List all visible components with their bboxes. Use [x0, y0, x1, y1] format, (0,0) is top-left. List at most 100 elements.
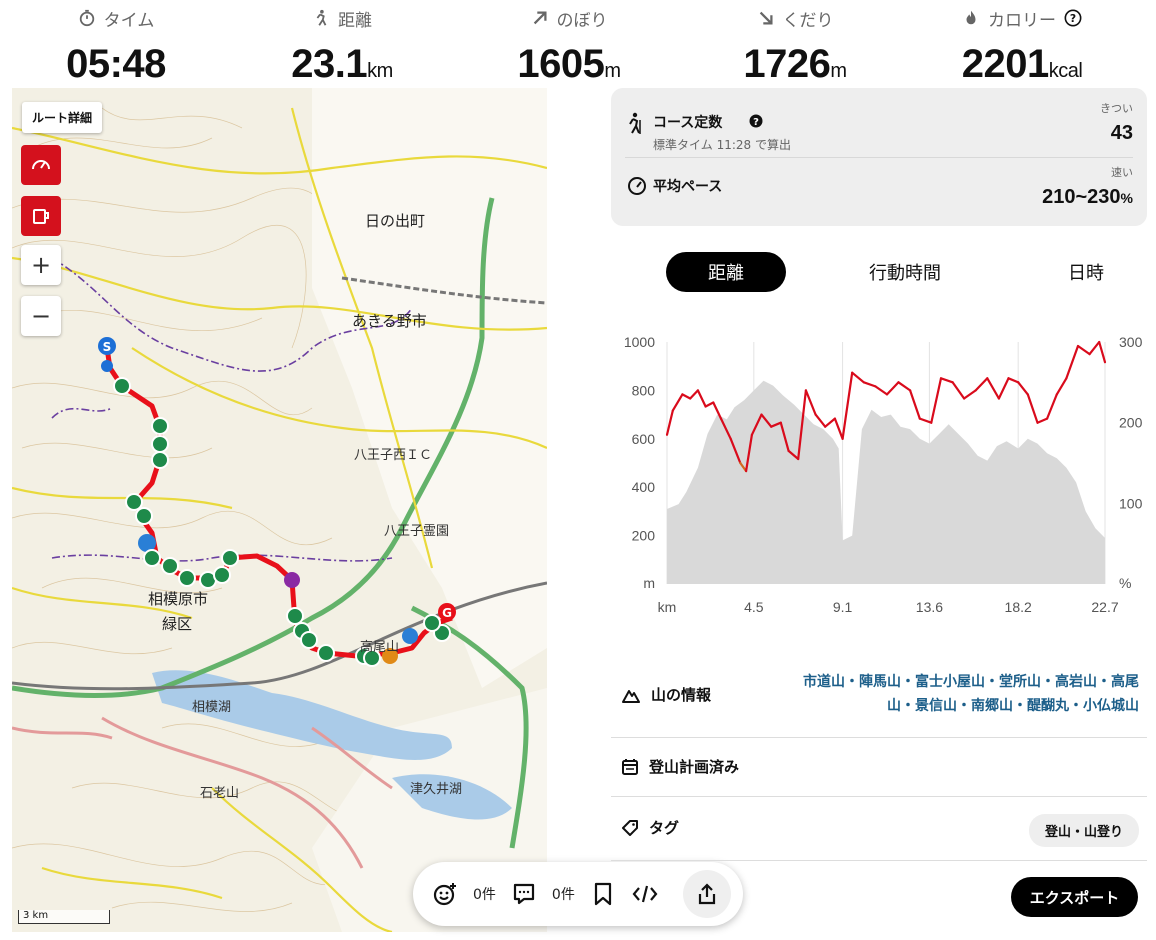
help-icon[interactable]: ? [1064, 9, 1082, 27]
y-left-tick-label: 600 [632, 431, 656, 447]
pace-toggle-button[interactable] [21, 145, 61, 185]
mountain-info-row: 山の情報 市道山・陣馬山・富士小屋山・堂所山・高岩山・高尾 山・景信山・南郷山・… [611, 660, 1147, 738]
help-icon[interactable]: ? [749, 114, 763, 128]
like-count: 0件 [473, 887, 496, 903]
pace-line-segment [779, 421, 790, 453]
stat-calories-value: 2201 [961, 42, 1049, 86]
pace-line-segment [750, 413, 763, 436]
course-constant-title: コース定数 [653, 115, 723, 131]
pace-line-segment [1098, 340, 1107, 364]
tag-row: タグ 登山・山登り [611, 797, 1147, 861]
peak-links-line2[interactable]: 山・景信山・南郷山・醍醐丸・小仏城山 [887, 698, 1139, 714]
average-pace-row: 平均ペース 速い 210~230% [625, 162, 1133, 222]
stat-distance-value: 23.1 [291, 42, 368, 86]
comment-icon [513, 883, 535, 905]
share-icon [698, 883, 716, 905]
mountain-info-label: 山の情報 [651, 686, 712, 704]
route-map[interactable]: S G 日の出町 あきる野市 相模原市 緑区 相模湖 石老山 津久井湖 八王子西… [12, 88, 547, 932]
like-button[interactable] [431, 880, 459, 908]
plan-row[interactable]: 登山計画済み [611, 738, 1147, 797]
bookmark-button[interactable] [589, 880, 617, 908]
share-button[interactable] [683, 870, 731, 918]
x-tick-label: 9.1 [833, 599, 853, 615]
x-tick-label: 4.5 [744, 599, 764, 615]
stat-descent: くだり 1726m [695, 0, 895, 87]
embed-button[interactable] [631, 880, 659, 908]
plan-label-wrap: 登山計画済み [621, 756, 739, 777]
pace-line-segment [897, 381, 912, 392]
code-icon [632, 885, 658, 903]
map-scale: 3 km [18, 910, 110, 924]
arrow-down-right-icon [759, 11, 773, 25]
chart-svg: 1000 800 600 400 200 m 300 200 100% km 4.5 9.1 13.6 1… [624, 334, 1143, 615]
map-label-hachiojireien: 八王子霊園 [384, 524, 450, 539]
pace-line-segment [974, 377, 989, 392]
pace-line-segment [1055, 377, 1068, 396]
y-right-tick-label: 100 [1119, 495, 1143, 511]
map-label-sagamiharashi: 相模原市 [148, 590, 209, 608]
tag-label: タグ [649, 819, 680, 837]
y-left-tick-label: 200 [632, 528, 656, 544]
zoom-out-button[interactable]: − [21, 296, 61, 336]
stat-ascent: のぼり 1605m [469, 0, 669, 87]
pace-line-segment [1065, 344, 1080, 380]
x-tick-label: 18.2 [1005, 599, 1032, 615]
stat-ascent-value: 1605 [517, 42, 605, 86]
speedometer-icon [628, 177, 646, 195]
tab-duration[interactable]: 行動時間 [869, 263, 941, 284]
export-button[interactable]: エクスポート [1011, 877, 1138, 917]
pace-line-segment [689, 389, 700, 400]
stat-descent-value: 1726 [743, 42, 831, 86]
y-left-tick-label: 1000 [624, 334, 655, 350]
y-left-tick-label: m [643, 575, 655, 591]
pace-line-segment [1088, 340, 1101, 356]
pace-value: 210~230 [1042, 186, 1121, 208]
pace-line-segment [1076, 344, 1091, 356]
pace-line-segment [986, 377, 1000, 400]
comment-count: 0件 [551, 887, 575, 903]
svg-text:S: S [103, 340, 112, 354]
peak-links[interactable]: 市道山・陣馬山・富士小屋山・堂所山・高岩山・高尾 山・景信山・南郷山・醍醐丸・小… [739, 670, 1139, 718]
map-label-hinodemachi: 日の出町 [365, 212, 426, 230]
elevation-pace-chart: 1000 800 600 400 200 m 300 200 100% km 4.5 9.1 13.6 1… [611, 330, 1147, 620]
pace-line-segment [939, 377, 954, 384]
tab-distance[interactable]: 距離 [666, 252, 786, 292]
stat-descent-label: くだり [782, 10, 834, 31]
pace-line-segment [833, 417, 844, 440]
pace-unit: % [1120, 190, 1133, 206]
pace-line-segment [824, 417, 836, 428]
tab-datetime[interactable]: 日時 [1068, 263, 1104, 284]
pace-line-segment [1046, 393, 1058, 420]
cup-icon [33, 209, 49, 224]
y-right-tick-label: 200 [1119, 415, 1143, 431]
x-tick-label: 22.7 [1091, 599, 1118, 615]
peak-links-line1[interactable]: 市道山・陣馬山・富士小屋山・堂所山・高岩山・高尾 [803, 674, 1139, 690]
stat-distance: 距離 23.1km [242, 0, 442, 87]
plan-label: 登山計画済み [649, 758, 740, 776]
map-label-akirunoshi: あきる野市 [352, 312, 427, 330]
pace-line-segment [963, 389, 977, 400]
bookmark-icon [594, 882, 611, 906]
average-pace-title: 平均ペース [653, 179, 723, 195]
stat-calories-unit: kcal [1048, 60, 1083, 82]
tag-pill[interactable]: 登山・山登り [1028, 814, 1139, 847]
pace-line-segment [797, 389, 807, 461]
pace-line-segment [665, 409, 674, 436]
stat-distance-label: 距離 [338, 10, 372, 31]
pace-line-segment [681, 393, 692, 400]
route-detail-button[interactable]: ルート詳細 [22, 102, 103, 133]
rest-toggle-button[interactable] [21, 196, 61, 236]
pace-tag: 速い [1111, 166, 1133, 179]
tag-label-wrap: タグ [621, 817, 679, 838]
zoom-in-button[interactable]: + [21, 245, 61, 285]
y-right-tick-label: % [1119, 575, 1131, 591]
pace-line-segment [918, 417, 933, 424]
stat-calories: カロリー? 2201kcal [922, 0, 1122, 87]
stat-time-label: タイム [103, 10, 155, 31]
hiker-icon [316, 9, 327, 26]
y-left-tick-label: 400 [632, 479, 656, 495]
map-canvas[interactable]: S G [12, 88, 547, 932]
svg-text:G: G [442, 606, 452, 620]
pace-line-segment [814, 413, 827, 428]
comment-button[interactable] [510, 880, 538, 908]
